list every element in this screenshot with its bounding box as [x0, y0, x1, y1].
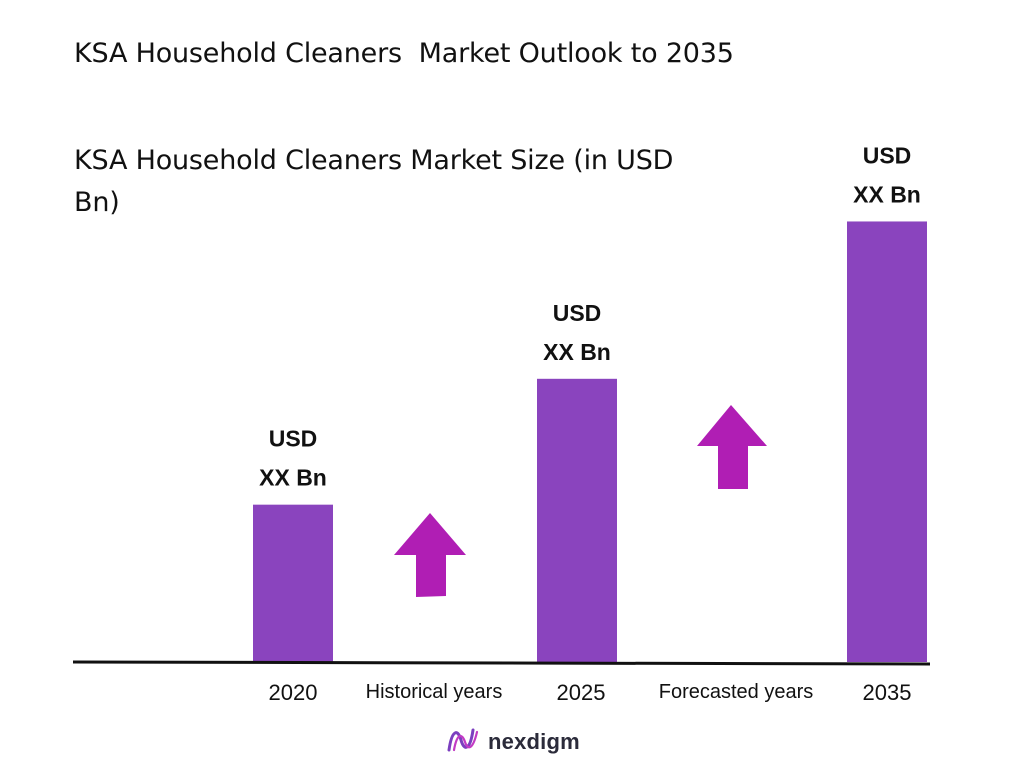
- x-tick-label: 2020: [269, 680, 318, 705]
- bar-2020: [253, 504, 333, 662]
- bar-label-currency: USD: [553, 300, 602, 326]
- brand-logo: nexdigm: [446, 726, 580, 758]
- forecasted-years-label: Forecasted years: [659, 681, 814, 703]
- forecast-growth-arrow-icon: [697, 405, 767, 489]
- nexdigm-logo-icon: [446, 725, 480, 760]
- historical-growth-arrow-icon: [394, 513, 466, 597]
- x-tick-label: 2025: [557, 680, 606, 705]
- bar-2025: [537, 378, 617, 662]
- bar-label-currency: USD: [269, 426, 318, 452]
- x-tick-label: 2035: [863, 680, 912, 705]
- historical-years-label: Historical years: [366, 681, 503, 703]
- x-axis-line: [72, 660, 931, 666]
- chart-subtitle: KSA Household Cleaners Market Size (in U…: [74, 145, 674, 218]
- bar-label-value: XX Bn: [259, 465, 327, 491]
- brand-name: nexdigm: [488, 729, 580, 754]
- bar-2035: [847, 221, 927, 662]
- bar-label-value: XX Bn: [853, 181, 921, 207]
- bar-label-value: XX Bn: [543, 339, 611, 365]
- page-title: KSA Household Cleaners Market Outlook to…: [74, 38, 734, 69]
- bar-label-currency: USD: [863, 142, 912, 168]
